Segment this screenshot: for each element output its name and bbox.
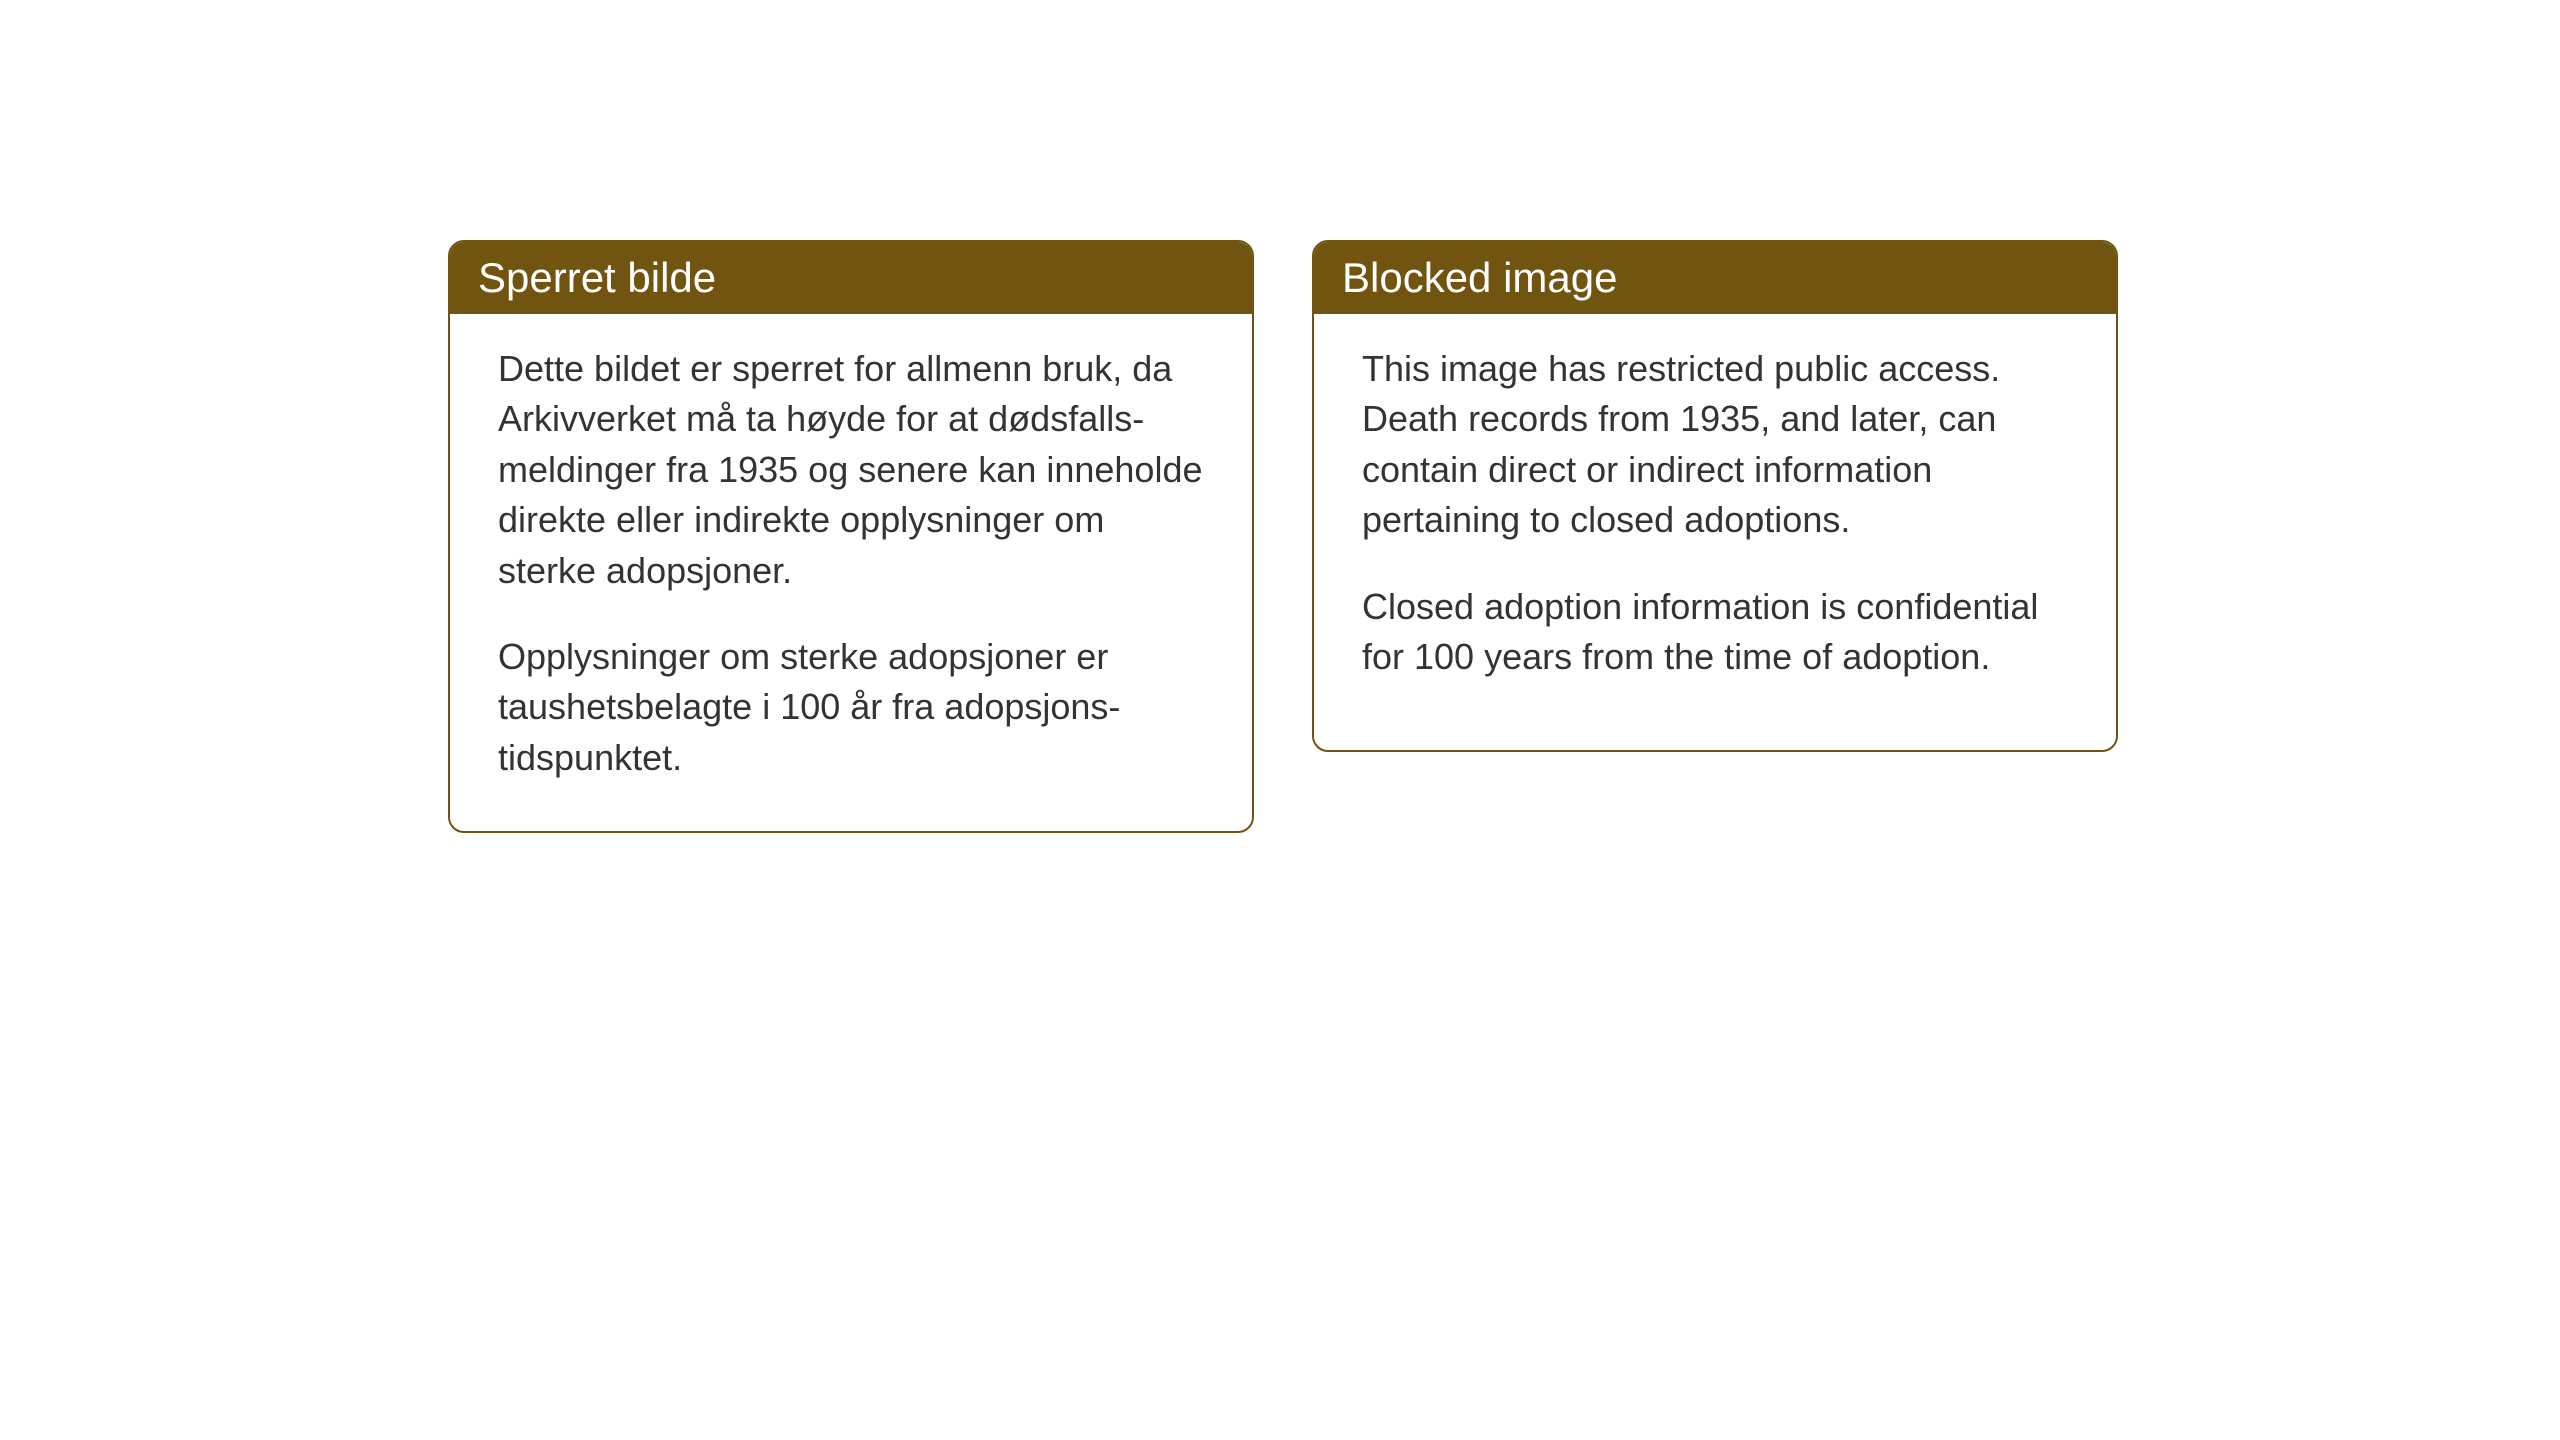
norwegian-paragraph-2: Opplysninger om sterke adopsjoner er tau… bbox=[498, 632, 1204, 783]
english-card: Blocked image This image has restricted … bbox=[1312, 240, 2118, 752]
english-card-header: Blocked image bbox=[1314, 242, 2116, 314]
norwegian-card: Sperret bilde Dette bildet er sperret fo… bbox=[448, 240, 1254, 833]
english-card-body: This image has restricted public access.… bbox=[1314, 314, 2116, 730]
english-paragraph-2: Closed adoption information is confident… bbox=[1362, 582, 2068, 683]
norwegian-card-body: Dette bildet er sperret for allmenn bruk… bbox=[450, 314, 1252, 831]
english-card-title: Blocked image bbox=[1342, 254, 1617, 301]
english-paragraph-1: This image has restricted public access.… bbox=[1362, 344, 2068, 546]
norwegian-card-header: Sperret bilde bbox=[450, 242, 1252, 314]
norwegian-card-title: Sperret bilde bbox=[478, 254, 716, 301]
cards-container: Sperret bilde Dette bildet er sperret fo… bbox=[448, 240, 2118, 833]
norwegian-paragraph-1: Dette bildet er sperret for allmenn bruk… bbox=[498, 344, 1204, 596]
